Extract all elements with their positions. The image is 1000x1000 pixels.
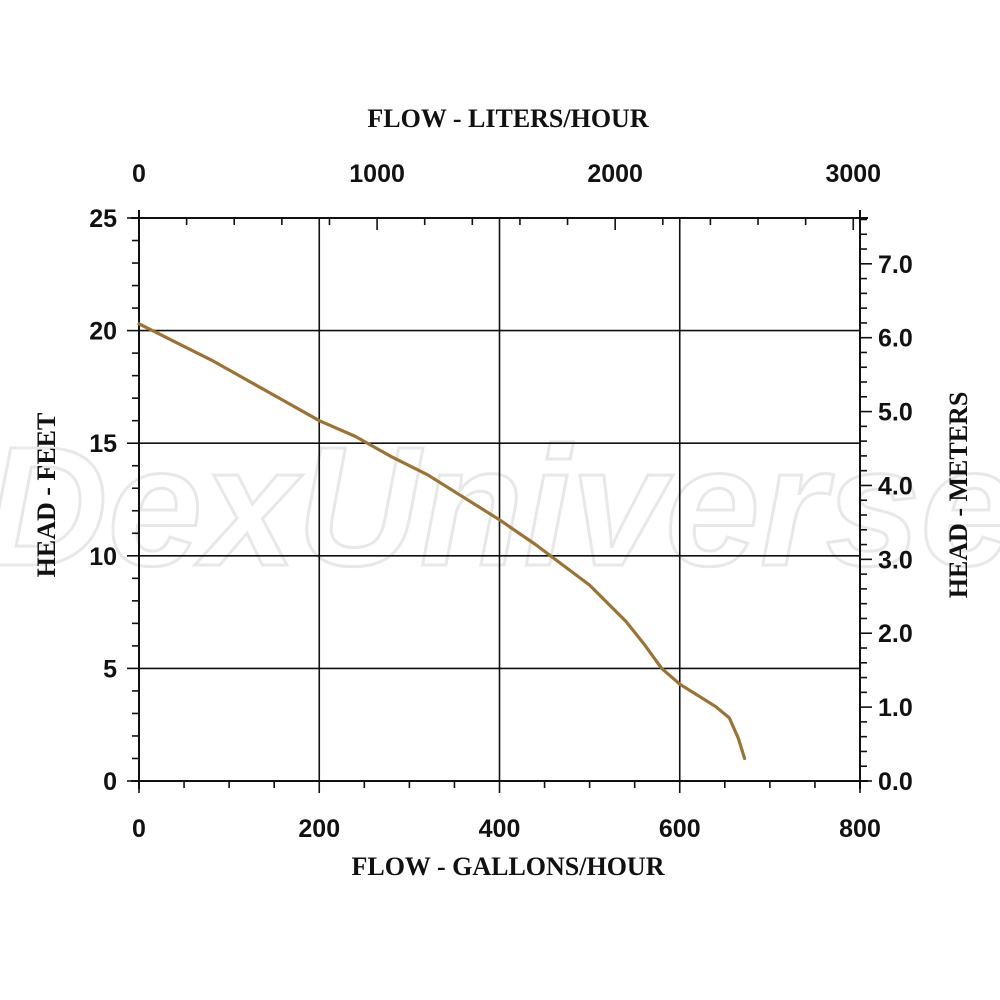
y2-tick-label-0: 0.0 xyxy=(878,768,913,796)
y-tick-label-15: 15 xyxy=(89,430,117,458)
x-tick-label-200: 200 xyxy=(298,815,340,843)
bottom-axis-title: FLOW - GALLONS/HOUR xyxy=(351,852,664,881)
x-tick-label-0: 0 xyxy=(132,815,146,843)
y-tick-label-20: 20 xyxy=(89,318,117,346)
y-tick-label-10: 10 xyxy=(89,543,117,571)
y2-tick-label-6: 6.0 xyxy=(878,325,913,353)
x2-tick-label-1000: 1000 xyxy=(349,160,405,188)
y2-tick-label-7: 7.0 xyxy=(878,251,913,279)
x-tick-label-600: 600 xyxy=(659,815,701,843)
y-tick-label-0: 0 xyxy=(103,768,117,796)
performance-curve-0 xyxy=(137,322,747,761)
y2-tick-label-5: 5.0 xyxy=(878,399,913,427)
series-group xyxy=(137,322,747,761)
tick-labels: 0 200 400 600 800 0 5 10 15 20 25 0 1000 2000 3000 0.0 1… xyxy=(89,160,913,843)
y2-tick-label-2: 2.0 xyxy=(878,620,913,648)
y-tick-label-5: 5 xyxy=(103,655,117,683)
y-tick-label-25: 25 xyxy=(89,205,117,233)
x-tick-label-800: 800 xyxy=(839,815,881,843)
x-tick-label-400: 400 xyxy=(479,815,521,843)
gridlines xyxy=(139,218,860,781)
top-axis-title: FLOW - LITERS/HOUR xyxy=(367,104,648,133)
left-axis-title: HEAD - FEET xyxy=(32,413,61,578)
right-axis-title: HEAD - METERS xyxy=(944,392,973,599)
x2-tick-label-0: 0 xyxy=(132,160,146,188)
x2-tick-label-3000: 3000 xyxy=(825,160,881,188)
y2-tick-label-4: 4.0 xyxy=(878,472,913,500)
tick-marks xyxy=(127,217,872,793)
x2-tick-label-2000: 2000 xyxy=(587,160,643,188)
y2-tick-label-3: 3.0 xyxy=(878,546,913,574)
y2-tick-label-1: 1.0 xyxy=(878,694,913,722)
